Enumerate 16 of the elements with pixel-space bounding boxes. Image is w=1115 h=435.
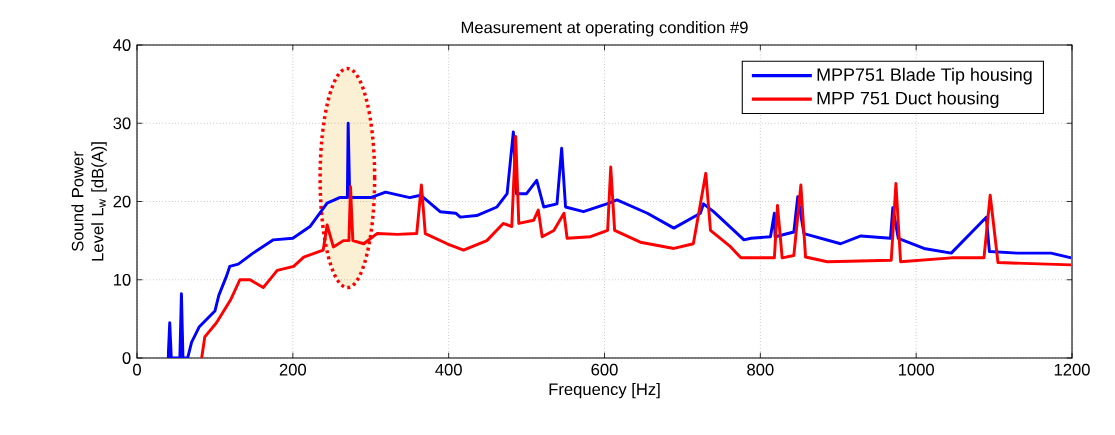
y-tick-label: 40 <box>113 39 131 51</box>
legend-label: MPP 751 Duct housing <box>817 91 999 109</box>
y-tick-label: 10 <box>114 273 131 286</box>
x-tick-label: 0 <box>133 363 141 376</box>
legend-label: MPP751 Blade Tip housing <box>817 67 1032 85</box>
x-tick-label: 400 <box>435 363 462 376</box>
x-axis-title: Frequency [Hz] <box>549 382 660 399</box>
x-tick-label: 800 <box>747 363 774 376</box>
chart-title: Measurement at operating condition #9 <box>461 21 748 37</box>
y-tick-label: 30 <box>113 117 131 130</box>
x-tick-label: 600 <box>591 363 618 376</box>
x-tick-label: 1000 <box>898 363 934 376</box>
x-tick-label: 1200 <box>1054 363 1090 376</box>
y-tick-label: 20 <box>113 195 131 208</box>
x-tick-label: 200 <box>279 363 307 376</box>
y-tick-label: 0 <box>122 352 131 364</box>
